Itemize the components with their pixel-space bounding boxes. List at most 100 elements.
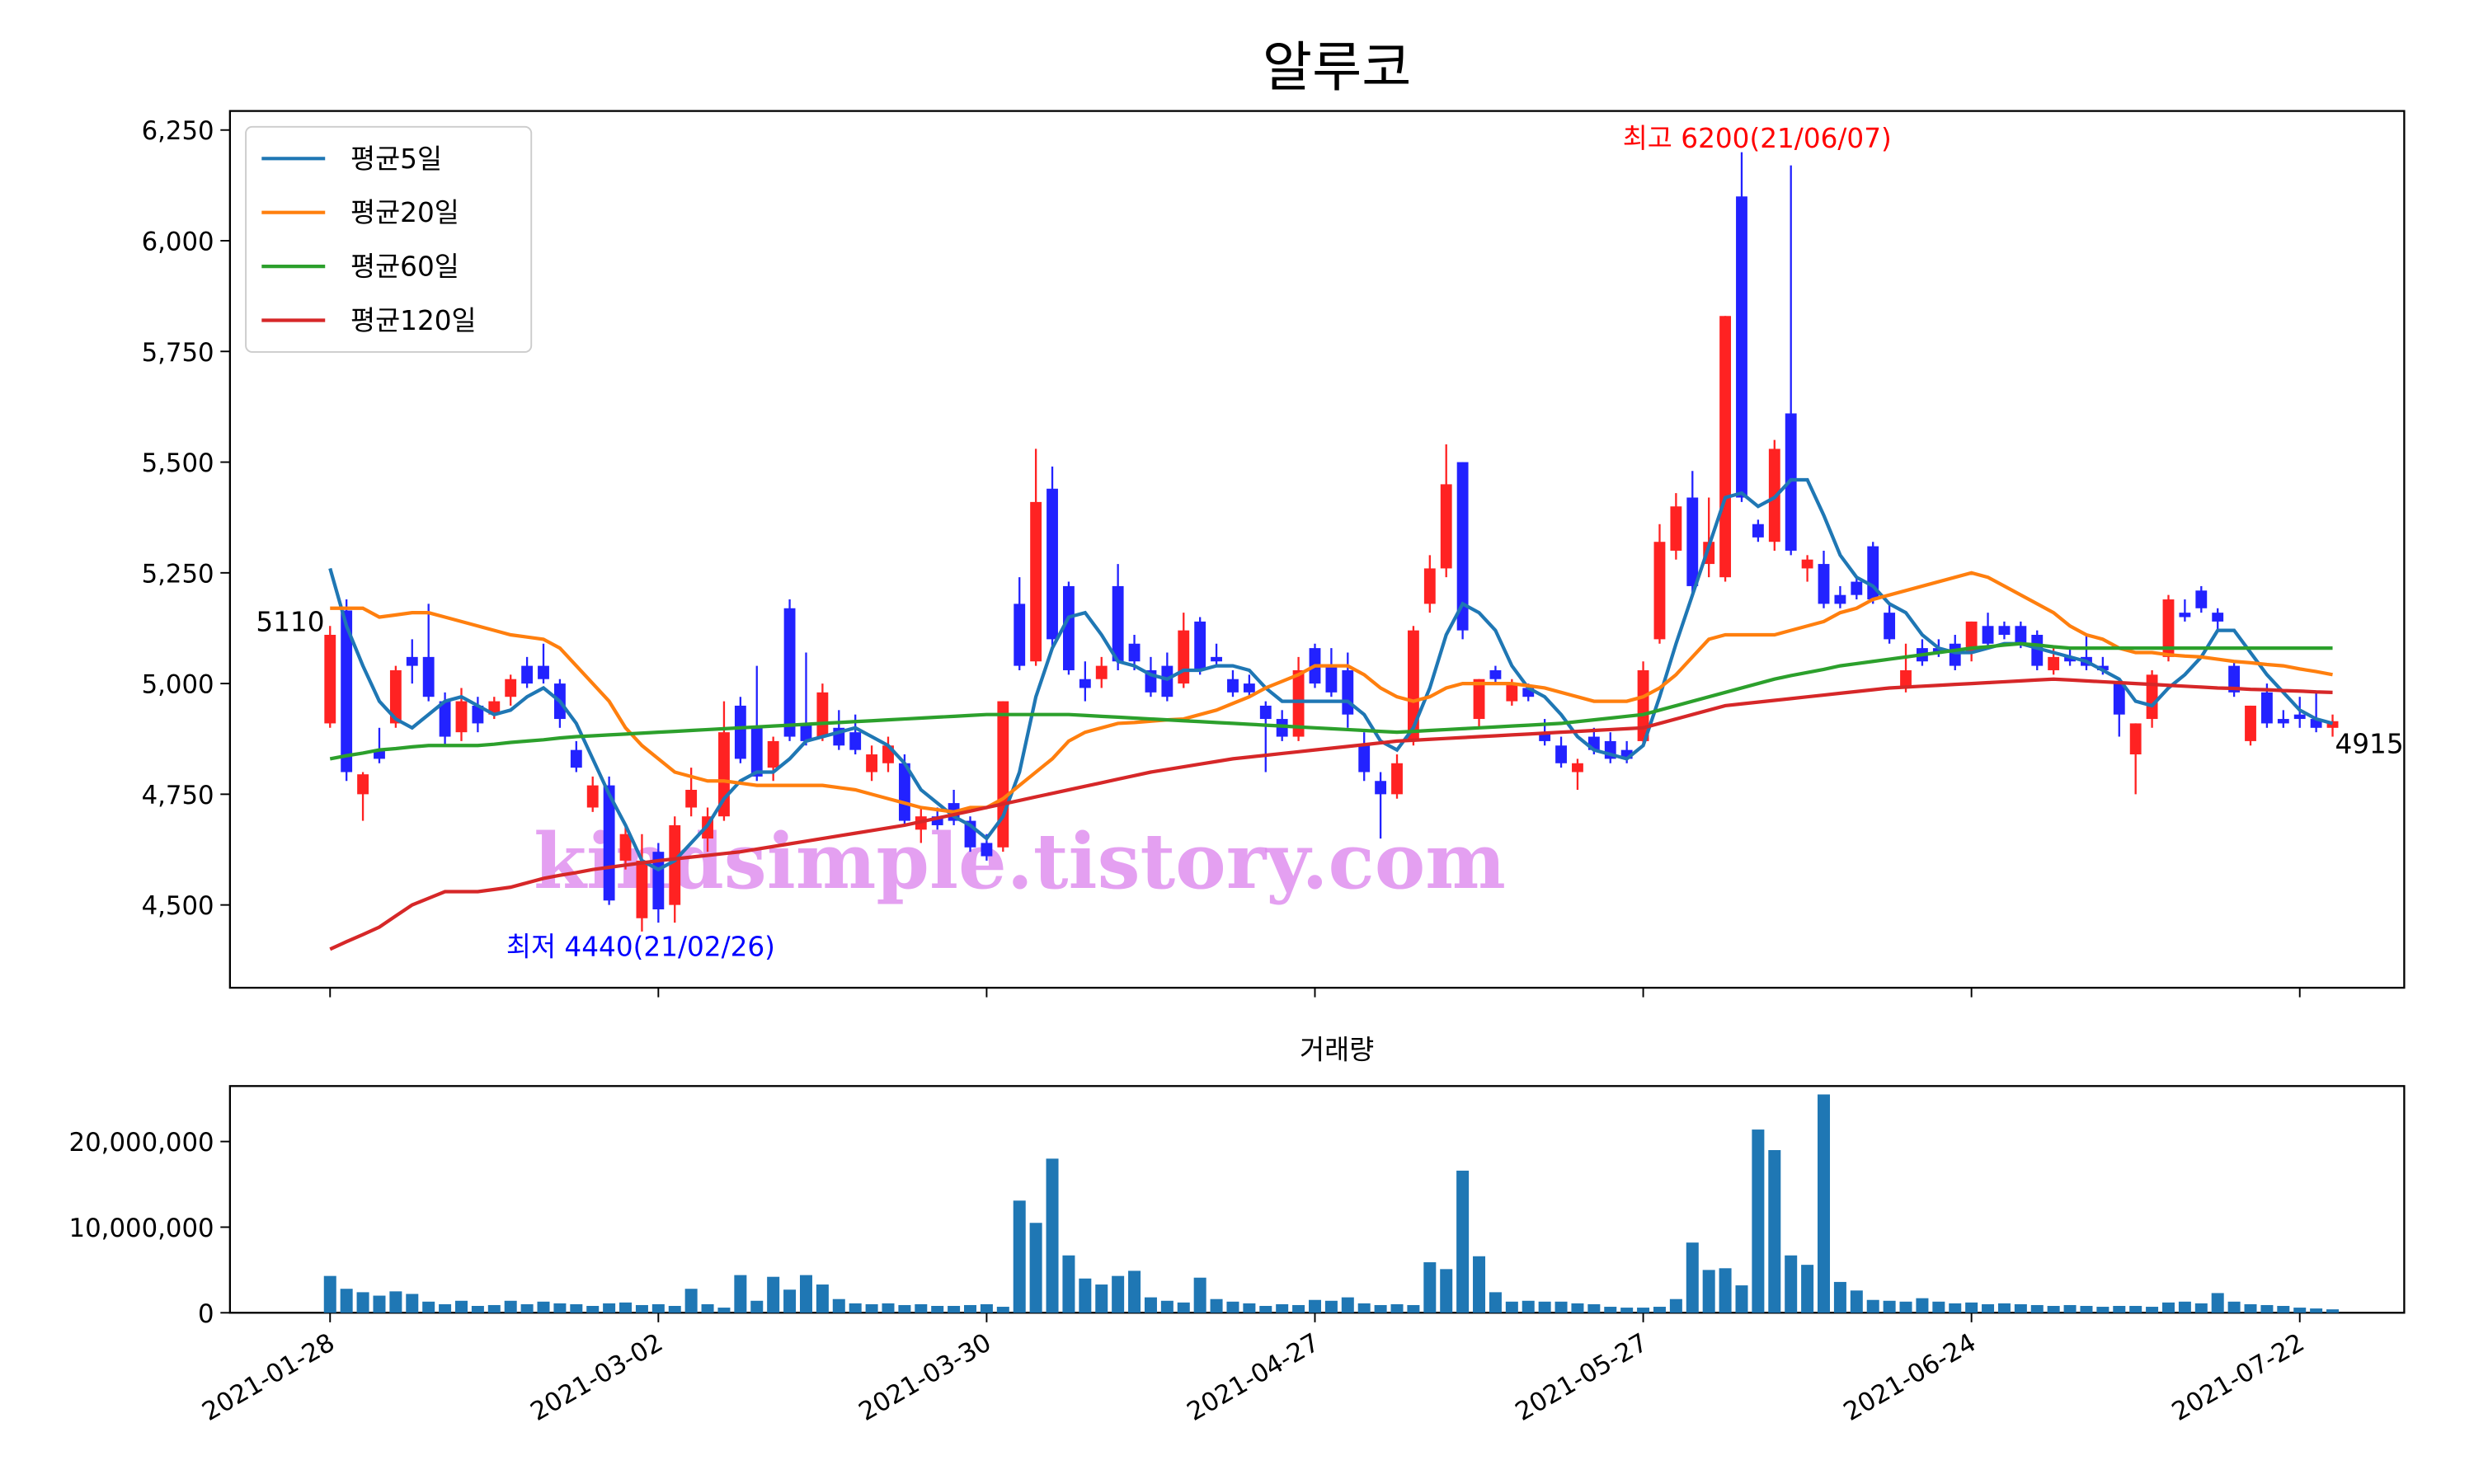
- candle-body: [472, 705, 484, 724]
- y-tick-label: 5,750: [142, 338, 214, 368]
- volume-bar: [1833, 1281, 1846, 1313]
- volume-bar: [1719, 1268, 1732, 1313]
- candle-body: [1292, 669, 1305, 737]
- volume-bar: [2227, 1301, 2241, 1313]
- volume-bar: [1324, 1300, 1338, 1313]
- candle-body: [1818, 564, 1830, 604]
- candle-body: [2310, 719, 2322, 728]
- volume-bar: [1899, 1301, 1912, 1313]
- candle-body: [1391, 763, 1403, 795]
- volume-bar: [1210, 1298, 1223, 1313]
- volume-bar: [1440, 1269, 1453, 1313]
- candle-body: [2245, 705, 2256, 741]
- candle-body: [1555, 745, 1567, 763]
- candle-body: [800, 723, 812, 741]
- candle-body: [455, 701, 468, 733]
- volume-bar: [1653, 1307, 1666, 1313]
- volume-bar: [898, 1304, 911, 1313]
- candle-body: [1473, 679, 1485, 720]
- candle-body: [2293, 714, 2306, 720]
- candle-body: [1949, 643, 1961, 666]
- candle-body: [1670, 506, 1682, 551]
- candle-body: [1686, 497, 1699, 586]
- volume-bar: [2161, 1302, 2175, 1313]
- volume-bar: [1160, 1300, 1174, 1313]
- volume-bar: [1062, 1255, 1075, 1313]
- candle-body: [1982, 626, 1994, 644]
- volume-bar: [471, 1305, 484, 1313]
- volume-bar: [1407, 1304, 1420, 1313]
- candle-body: [2015, 626, 2027, 644]
- candle-body: [1243, 683, 1255, 693]
- volume-bar: [2260, 1304, 2274, 1313]
- candle-body: [1227, 679, 1239, 693]
- volume-bar: [1801, 1265, 1814, 1313]
- volume-bar: [1423, 1262, 1437, 1313]
- volume-bar: [1965, 1302, 1978, 1313]
- volume-bar: [1226, 1301, 1239, 1313]
- candle-body: [324, 635, 336, 724]
- candle-body: [1375, 781, 1387, 795]
- y-tick-label: 4,500: [142, 891, 214, 921]
- candle-body: [1161, 665, 1174, 697]
- volume-bar: [1620, 1308, 1634, 1313]
- volume-bar: [2194, 1303, 2208, 1313]
- candle-body: [1063, 585, 1075, 670]
- candle-body: [374, 749, 385, 759]
- volume-bar: [1079, 1278, 1092, 1313]
- candle-body: [1358, 745, 1371, 773]
- y-tick-label: 5,250: [142, 559, 214, 589]
- volume-bar: [2326, 1309, 2340, 1313]
- volume-bar: [915, 1303, 928, 1313]
- volume-bar: [553, 1303, 567, 1313]
- candle-body: [734, 705, 746, 759]
- volume-bar: [1095, 1284, 1108, 1313]
- candle-body: [2260, 692, 2273, 724]
- volume-bar: [1357, 1303, 1371, 1313]
- candle-body: [422, 656, 435, 697]
- candle-body: [1719, 316, 1732, 578]
- volume-bar: [865, 1303, 878, 1313]
- y-tick-label: 5,000: [142, 670, 214, 700]
- volume-bar: [422, 1301, 435, 1313]
- volume-bar: [2047, 1305, 2060, 1313]
- annotation: 5110: [256, 606, 324, 637]
- candle-body: [2048, 656, 2060, 670]
- volume-bar: [717, 1308, 731, 1313]
- candle-body: [341, 610, 353, 773]
- volume-bar: [1522, 1300, 1535, 1313]
- volume-bar: [767, 1276, 780, 1313]
- candle-body: [570, 749, 582, 768]
- plot-layer: kindsimple.tistory.com: [324, 152, 2339, 951]
- volume-bar: [2113, 1305, 2126, 1313]
- candle-body: [997, 701, 1009, 848]
- candle-body: [2064, 656, 2076, 662]
- annotation: 최저 4440(21/02/26): [506, 932, 775, 963]
- volume-bar: [389, 1291, 402, 1313]
- volume-bar: [2030, 1304, 2044, 1313]
- candle-body: [2146, 674, 2158, 720]
- candle-body: [1325, 665, 1338, 693]
- candle-body: [1440, 484, 1452, 569]
- candle-body: [1079, 679, 1091, 688]
- volume-bar: [454, 1300, 468, 1313]
- candle-body: [1900, 669, 1912, 688]
- candle-body: [898, 763, 910, 821]
- candle-body: [767, 740, 779, 768]
- candle-body: [1506, 683, 1518, 702]
- candle-body: [1194, 621, 1206, 670]
- candle-body: [1637, 669, 1649, 741]
- volume-bar: [2211, 1293, 2224, 1313]
- candle-body: [849, 732, 862, 750]
- volume-bar: [2129, 1305, 2142, 1313]
- volume-bar: [849, 1303, 862, 1313]
- volume-bar: [619, 1302, 633, 1313]
- candle-body: [1489, 669, 1502, 679]
- candle-body: [2195, 590, 2208, 608]
- volume-bar: [1916, 1298, 1929, 1313]
- volume-bar: [1177, 1302, 1190, 1313]
- volume-bar: [1571, 1303, 1584, 1313]
- candle-body: [1178, 630, 1190, 684]
- volume-bar: [1489, 1292, 1502, 1313]
- candle-body: [1342, 669, 1354, 715]
